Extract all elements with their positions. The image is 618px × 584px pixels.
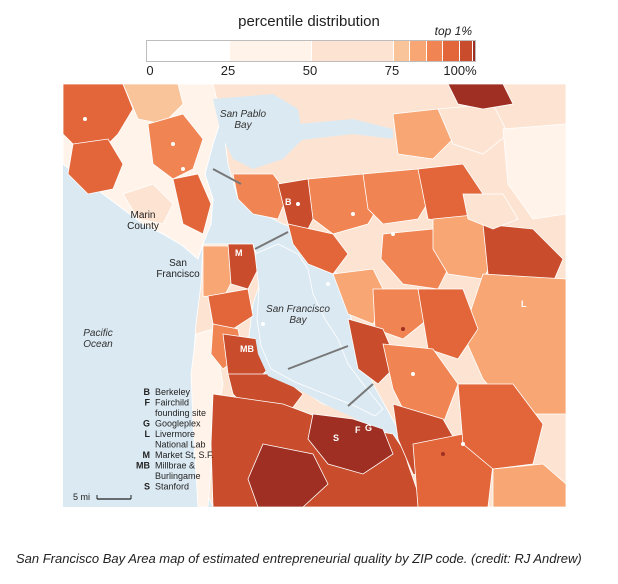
legend-color-bar (146, 40, 476, 62)
marker-market-st: M (235, 248, 243, 258)
region-brentwood (502, 123, 566, 220)
dot (461, 442, 465, 446)
carquinez-strait (298, 119, 393, 140)
marker-stanford: S (333, 433, 339, 443)
region-castro-valley (372, 288, 429, 340)
legend-bin (471, 41, 475, 61)
marker-millbrae: MB (240, 344, 254, 354)
map-key-label: Berkeley (155, 387, 191, 397)
dot (181, 167, 185, 171)
dot (261, 322, 265, 326)
region-dublin (417, 288, 479, 360)
legend-bin (147, 41, 229, 61)
region-south-pen (247, 443, 329, 507)
caption: San Francisco Bay Area map of estimated … (16, 551, 582, 566)
region-se-hills (492, 463, 566, 507)
legend-bin (458, 41, 472, 61)
legend-tick-label: 50 (302, 63, 318, 78)
dot (391, 232, 395, 236)
legend-bin (393, 41, 410, 61)
region-marin-d (147, 113, 204, 180)
marker-livermore: L (521, 299, 527, 309)
marker-berkeley: B (285, 197, 292, 207)
marker-fairchild: F (355, 425, 361, 435)
legend-tick-label: 100% (443, 63, 477, 78)
dot (401, 327, 405, 331)
region-sf-east (227, 243, 259, 290)
label-sf-bay: San Francisco Bay (266, 304, 330, 326)
dot (83, 117, 87, 121)
legend-tick-label: 0 (146, 63, 154, 78)
sf-bay-overlay (254, 243, 384, 417)
bridge-san-mateo (287, 345, 349, 370)
dot (171, 142, 175, 146)
legend-title: percentile distribution (238, 13, 380, 30)
legend-tick-label: 25 (220, 63, 236, 78)
region-marin-c (122, 84, 184, 125)
map-key-label: Market St, S.F. (155, 450, 214, 460)
bridge-richmond (212, 168, 242, 185)
legend-bin (311, 41, 393, 61)
scale-label: 5 mi (73, 492, 90, 502)
label-marin-county: Marin County (127, 210, 159, 232)
legend-bin (425, 41, 443, 61)
region-fremont-north (347, 318, 399, 385)
map-key-label: National Lab (155, 440, 206, 450)
region-concord (392, 108, 454, 160)
region-marin-b (67, 138, 124, 195)
map-key-code: B (144, 387, 151, 397)
map-svg: San Pablo Bay Marin County San Francisco Sa… (63, 84, 566, 507)
marker-googleplex: G (365, 423, 372, 433)
map-key-label: Googleplex (155, 419, 201, 429)
legend-bin (442, 41, 459, 61)
map-key-label: Stanford (155, 482, 189, 492)
map-key-code: M (143, 450, 151, 460)
map-key-label: Livermore (155, 429, 195, 439)
region-richmond (232, 173, 289, 220)
region-sf-south (207, 288, 254, 330)
bridge-dumbarton (347, 383, 374, 407)
map-key-code: G (143, 419, 150, 429)
dot (351, 212, 355, 216)
region-antioch-top (447, 84, 514, 110)
region-marin-f (122, 183, 174, 225)
map-key-label: founding site (155, 408, 206, 418)
legend-bin (409, 41, 426, 61)
dot (296, 202, 300, 206)
region-marin-e (172, 173, 212, 235)
bridge-bay (254, 231, 289, 250)
map-key-label: Millbrae & (155, 461, 195, 471)
dot (441, 452, 445, 456)
dot (411, 372, 415, 376)
map-key-code: F (145, 398, 151, 408)
label-san-francisco: San Francisco (156, 258, 200, 280)
map-key-label: Burlingame (155, 471, 201, 481)
map-key-label: Fairchild (155, 398, 189, 408)
region-palo-alto (307, 413, 394, 475)
region-sf-west (202, 245, 234, 300)
legend-tick-label: 75 (384, 63, 400, 78)
label-san-pablo-bay: San Pablo Bay (220, 109, 267, 131)
legend-top-label: top 1% (434, 24, 472, 38)
legend-bin (229, 41, 311, 61)
dot (326, 282, 330, 286)
san-pablo-bay (213, 94, 303, 169)
map: San Pablo Bay Marin County San Francisco Sa… (63, 84, 566, 507)
map-key-code: MB (136, 461, 150, 471)
region-mt-diablo (462, 193, 519, 230)
map-key-code: S (144, 482, 150, 492)
label-pacific-ocean: Pacific Ocean (83, 328, 113, 350)
map-key-code: L (145, 429, 151, 439)
